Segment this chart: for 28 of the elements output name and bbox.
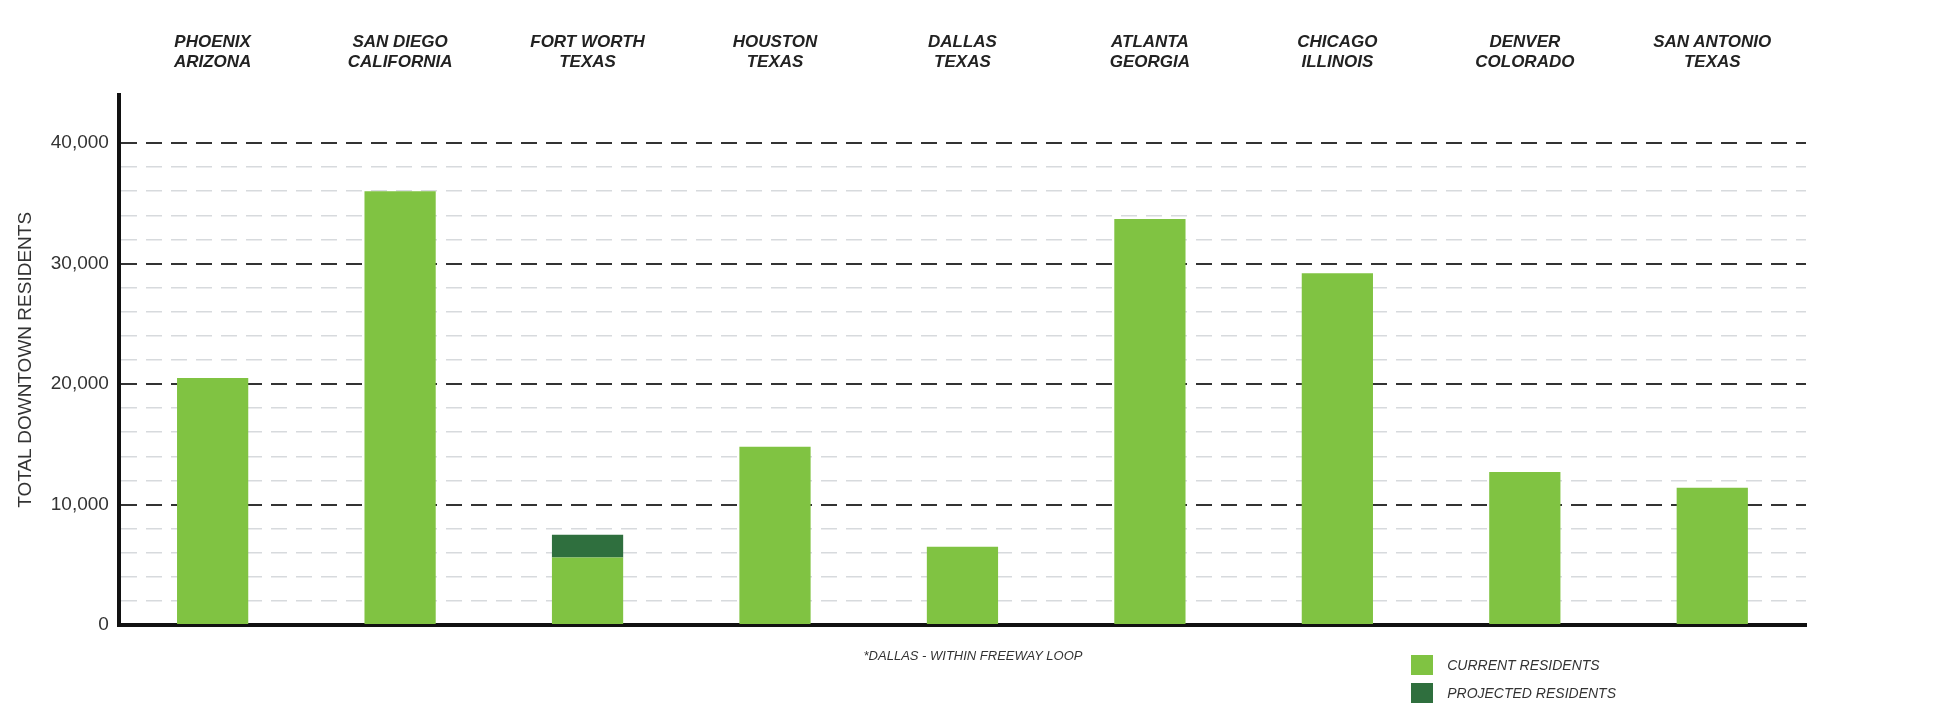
x-tick-label: DALLAS TEXAS [927,31,998,72]
y-axis-title: TOTAL DOWNTOWN RESIDENTS [13,211,35,508]
y-tick-label: 10,000 [50,492,109,514]
x-tick-label: SAN ANTONIO TEXAS [1653,31,1772,72]
bar [551,534,624,558]
y-tick-label: 20,000 [50,372,109,394]
x-tick-label: CHICAGO ILLINOIS [1297,31,1378,72]
x-tick-label: ATLANTA GEORGIA [1109,31,1191,72]
bar [551,557,624,624]
bar [1301,273,1373,624]
bar [364,191,436,624]
y-tick-label: 30,000 [50,251,109,273]
x-tick-label: PHOENIX ARIZONA [172,31,253,72]
bar [177,377,249,624]
text: *DALLAS - WITHIN FREEWAY LOOP [863,648,1083,663]
x-tick-label: FORT WORTH TEXAS [530,31,646,72]
bar [739,446,811,624]
bar [926,546,999,624]
bar [1676,487,1748,624]
y-tick-label: 40,000 [50,131,109,153]
y-tick-label: 0 [98,613,109,635]
bar [1114,218,1186,624]
x-tick-label: SAN DIEGO CALIFORNIA [347,31,453,72]
x-tick-label: DENVER COLORADO [1475,31,1575,72]
legend-label: PROJECTED RESIDENTS [1447,685,1616,701]
bar [1489,471,1561,624]
x-tick-label: HOUSTON TEXAS [732,31,819,72]
legend-label: CURRENT RESIDENTS [1447,657,1600,673]
